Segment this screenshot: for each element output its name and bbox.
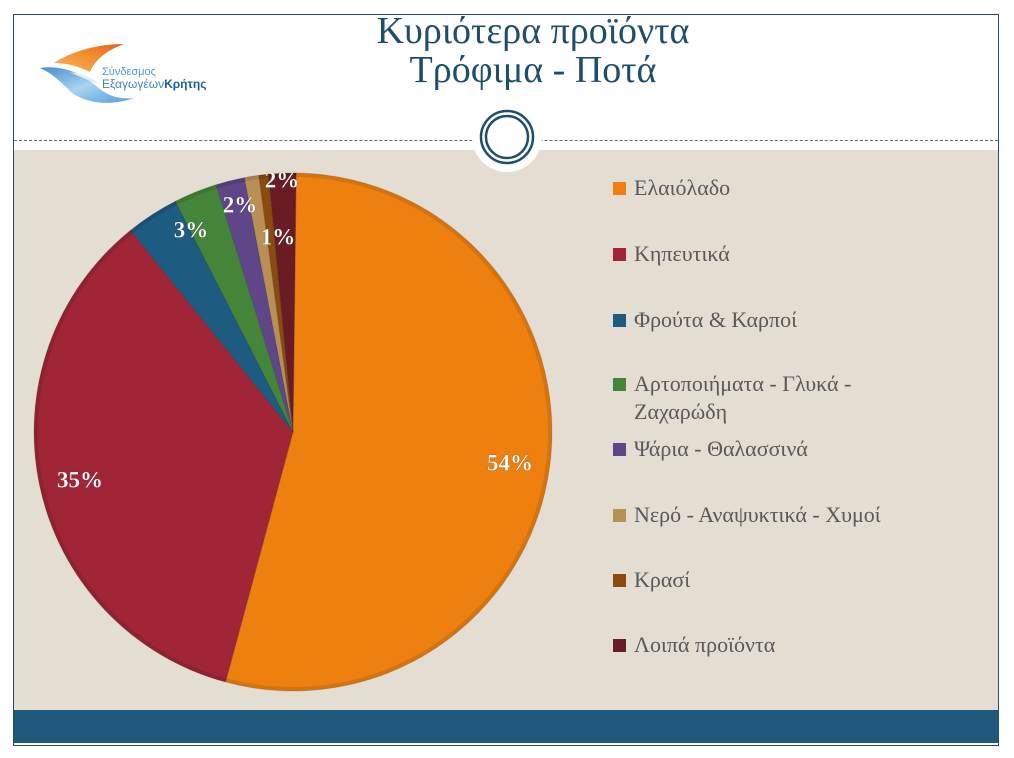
- logo-wave-highlight: [70, 72, 100, 84]
- legend-item: Φρούτα & Καρποί: [613, 306, 944, 334]
- logo-text-bold: Κρήτης: [164, 77, 206, 91]
- legend-swatch: [613, 509, 626, 522]
- legend-swatch: [613, 443, 626, 456]
- legend-swatch: [613, 314, 626, 327]
- pie-data-label: 54%: [487, 451, 533, 476]
- legend-label: Ψάρια - Θαλασσινά: [634, 436, 808, 461]
- legend-label: Νερό - Αναψυκτικά - Χυμοί: [634, 502, 881, 527]
- chart-legend: Ελαιόλαδο Κηπευτικά Φρούτα & Καρποί Αρτο…: [613, 0, 993, 758]
- footer-bar: [14, 710, 998, 743]
- pie-rim: [34, 173, 552, 691]
- pie-slice: [33, 229, 294, 683]
- legend-item: Κηπευτικά: [613, 240, 944, 268]
- legend-swatch: [613, 639, 626, 652]
- legend-item: Ψάρια - Θαλασσινά: [613, 435, 944, 463]
- pie-slice: [224, 172, 553, 692]
- ornament-inner-ring: [484, 114, 530, 160]
- pie-slice: [174, 184, 294, 433]
- legend-swatch: [613, 182, 626, 195]
- pie-data-label: 2%: [223, 193, 258, 218]
- pie-slice: [243, 174, 294, 433]
- slide-title-line2: Τρόφιμα - Ποτά: [409, 49, 657, 91]
- pie-slice: [258, 173, 294, 433]
- title-ornament: [472, 102, 542, 172]
- pie-slices: [33, 172, 553, 692]
- pie-data-label: 3%: [174, 218, 209, 243]
- legend-item: Κρασί: [613, 566, 944, 594]
- ornament-outer-ring: [479, 109, 535, 165]
- footer-divider: [14, 743, 998, 744]
- logo-text-line1: Σύνδεσμος: [102, 66, 156, 78]
- pie-data-label: 35%: [57, 468, 103, 493]
- legend-swatch: [613, 574, 626, 587]
- slide-title-line1: Κυριότερα προϊόντα: [376, 10, 690, 52]
- legend-swatch: [613, 248, 626, 261]
- legend-label: Κηπευτικά: [634, 241, 730, 266]
- pie-data-label: 1%: [261, 225, 296, 250]
- logo-text-regular: Εξαγωγέων: [102, 77, 164, 91]
- pie-slice: [215, 177, 294, 433]
- pie-slice: [129, 200, 294, 433]
- legend-item: Ελαιόλαδο: [613, 174, 944, 202]
- logo-sail-shape: [54, 44, 124, 72]
- legend-item: Αρτοποιήματα - Γλυκά - Ζαχαρώδη: [613, 370, 944, 426]
- legend-label: Κρασί: [634, 567, 691, 592]
- legend-label: Φρούτα & Καρποί: [634, 307, 798, 332]
- pie-slice: [267, 172, 297, 433]
- logo-wave-shape: [40, 67, 134, 103]
- legend-item: Νερό - Αναψυκτικά - Χυμοί: [613, 501, 944, 529]
- legend-label: Λοιπά προϊόντα: [634, 632, 776, 657]
- logo-text-line2: ΕξαγωγέωνΚρήτης: [102, 77, 206, 91]
- pie-data-label: 2%: [265, 168, 300, 193]
- ornament-disc: [472, 102, 542, 172]
- slide-title: Κυριότερα προϊόντα Τρόφιμα - Ποτά: [333, 12, 733, 90]
- pie-data-labels: 54%35%3%2%1%2%: [57, 167, 534, 493]
- legend-label: Αρτοποιήματα - Γλυκά - Ζαχαρώδη: [634, 371, 852, 424]
- legend-label: Ελαιόλαδο: [634, 175, 731, 200]
- legend-item: Λοιπά προϊόντα: [613, 631, 944, 659]
- legend-swatch: [613, 378, 626, 391]
- logo: Σύνδεσμος ΕξαγωγέωνΚρήτης: [40, 44, 206, 103]
